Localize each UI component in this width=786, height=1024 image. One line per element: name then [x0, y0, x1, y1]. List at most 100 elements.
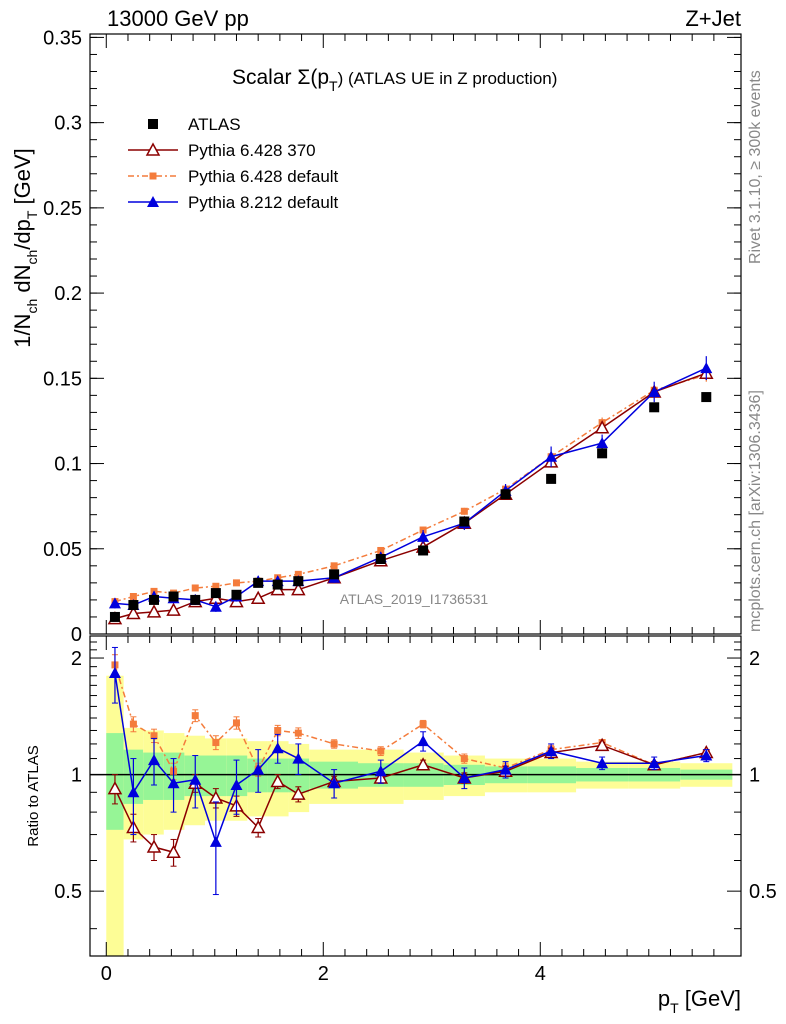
ratio-frame	[89, 635, 742, 957]
data-point-atlas	[128, 600, 139, 611]
data-point-atlas	[597, 448, 608, 459]
y-tick-label: 0	[71, 624, 82, 646]
data-point-atlas	[329, 569, 340, 580]
ratio-point-pythia-8-212-default	[209, 835, 222, 847]
x-tick-label: 0	[101, 963, 112, 985]
ratio-point-pythia-6-428-default	[419, 720, 427, 728]
legend-marker-pythia-6-428-default	[149, 172, 157, 180]
ratio-point-pythia-8-212-default	[292, 752, 305, 764]
data-point-atlas	[109, 611, 120, 622]
data-point-atlas	[293, 576, 304, 587]
data-point-pythia-6-428-370	[166, 602, 181, 616]
ratio-point-pythia-8-212-default	[230, 778, 243, 790]
legend: ATLAS Pythia 6.428 370 Pythia 6.428 defaul…	[128, 115, 339, 212]
data-point-atlas	[459, 516, 470, 527]
data-point-pythia-6-428-370	[291, 582, 306, 596]
x-tick-label: 4	[535, 963, 546, 985]
ratio-point-pythia-6-428-default	[232, 719, 240, 727]
ratio-point-pythia-6-428-370	[270, 773, 285, 788]
header-process-label: Z+Jet	[685, 6, 741, 31]
ratio-point-pythia-6-428-default	[377, 747, 385, 755]
rivet-version-label: Rivet 3.1.10, ≥ 300k events	[747, 70, 764, 264]
data-point-pythia-6-428-370	[126, 605, 141, 620]
y-tick-label: 0.1	[54, 454, 82, 476]
data-point-atlas	[418, 545, 429, 556]
main-frame	[89, 33, 742, 635]
legend-label-pythia-6-428-default: Pythia 6.428 default	[188, 167, 339, 186]
data-point-atlas	[253, 577, 264, 588]
ratio-point-pythia-8-212-default	[648, 757, 661, 769]
plot-title: Scalar Σ(pT) (ATLAS UE in Z production)	[232, 66, 557, 94]
ratio-point-pythia-6-428-370	[415, 757, 431, 771]
y-tick-label: 0.05	[43, 539, 82, 561]
ratio-point-pythia-6-428-default	[274, 726, 282, 734]
data-point-pythia-6-428-default	[212, 582, 220, 590]
data-point-pythia-6-428-default	[232, 579, 240, 587]
ratio-point-pythia-8-212-default	[328, 777, 341, 789]
ratio-tick-label-right: 0.5	[749, 881, 777, 903]
mcplots-source-label: mcplots.cern.ch [arXiv:1306.3436]	[747, 390, 764, 632]
ratio-tick-label: 0.5	[54, 881, 82, 903]
ratio-point-pythia-6-428-default	[212, 739, 220, 747]
y-tick-label: 0.2	[54, 283, 82, 305]
ratio-series-group	[107, 646, 714, 896]
ratio-tick-label-right: 1	[749, 765, 760, 787]
legend-marker-pythia-6-428-370	[145, 142, 161, 156]
data-point-pythia-6-428-370	[146, 604, 162, 618]
ratio-point-pythia-8-212-default	[167, 777, 180, 789]
ratio-tick-label: 1	[71, 765, 82, 787]
data-point-pythia-8-212-default	[417, 530, 430, 542]
data-point-pythia-8-212-default	[545, 450, 558, 462]
x-axis-label: pT [GeV]	[658, 986, 741, 1016]
ratio-point-pythia-8-212-default	[596, 757, 609, 769]
green-band-bin	[288, 758, 310, 793]
ratio-point-pythia-6-428-370	[250, 819, 266, 834]
data-point-atlas	[272, 579, 283, 590]
ratio-point-pythia-6-428-370	[291, 786, 306, 800]
data-point-atlas	[649, 402, 660, 413]
data-point-pythia-6-428-default	[330, 562, 338, 570]
data-point-pythia-8-212-default	[209, 600, 222, 612]
ratio-axis-label: Ratio to ATLAS	[25, 745, 42, 846]
ratio-point-pythia-6-428-370	[166, 844, 181, 859]
legend-label-pythia-8-212-default: Pythia 8.212 default	[188, 193, 339, 212]
ratio-point-pythia-8-212-default	[545, 745, 558, 757]
ratio-uncertainty-bands	[106, 675, 733, 956]
legend-marker-atlas	[148, 119, 158, 129]
data-point-pythia-8-212-default	[648, 385, 661, 397]
data-point-pythia-8-212-default	[700, 362, 713, 374]
ratio-point-pythia-8-212-default	[374, 765, 387, 777]
data-point-pythia-6-428-default	[377, 546, 385, 554]
green-band-bin	[205, 755, 227, 797]
data-point-pythia-8-212-default	[596, 437, 609, 449]
data-point-pythia-6-428-370	[594, 420, 610, 434]
ratio-point-pythia-8-212-default	[189, 773, 202, 785]
legend-label-atlas: ATLAS	[188, 115, 241, 134]
ratio-axes: 0 2 4 0.5 0.5 1 1 2 2	[54, 635, 777, 985]
data-point-atlas	[168, 591, 179, 602]
ratio-point-pythia-8-212-default	[148, 754, 161, 766]
data-point-atlas	[210, 588, 221, 599]
ratio-point-pythia-8-212-default	[271, 742, 284, 754]
ratio-point-pythia-6-428-default	[294, 729, 302, 737]
x-tick-label: 2	[318, 963, 329, 985]
series-line-pythia-6-428-370	[114, 372, 707, 620]
ratio-point-pythia-8-212-default	[700, 749, 713, 761]
main-axes: 0 0.05 0.1 0.15 0.2 0.25 0.3 0.35	[43, 27, 742, 646]
ratio-point-pythia-8-212-default	[499, 763, 512, 775]
data-point-atlas	[701, 392, 712, 403]
y-tick-label: 0.15	[43, 368, 82, 390]
main-series-group	[107, 356, 714, 625]
ratio-point-pythia-6-428-default	[191, 712, 199, 720]
data-point-pythia-8-212-default	[108, 597, 121, 609]
series-line-pythia-8-212-default	[114, 367, 707, 608]
data-point-pythia-6-428-370	[250, 590, 266, 604]
data-point-atlas	[546, 473, 557, 484]
analysis-watermark: ATLAS_2019_I1736531	[340, 591, 489, 607]
ratio-point-pythia-6-428-370	[146, 839, 162, 853]
ratio-point-pythia-6-428-default	[330, 740, 338, 748]
ratio-point-pythia-6-428-370	[107, 781, 123, 795]
ratio-tick-label-right: 2	[749, 648, 760, 670]
series-line-pythia-6-428-default	[114, 374, 707, 603]
